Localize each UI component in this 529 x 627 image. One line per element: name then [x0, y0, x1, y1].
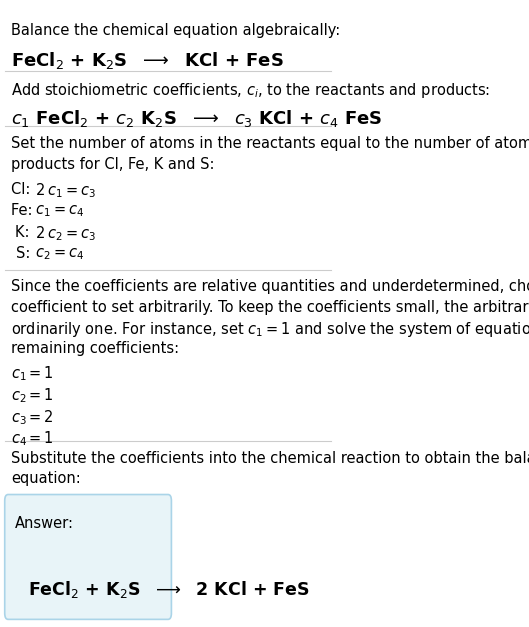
Text: Substitute the coefficients into the chemical reaction to obtain the balanced: Substitute the coefficients into the che… — [12, 451, 529, 466]
Text: FeCl$_2$ + K$_2$S  $\longrightarrow$  2 KCl + FeS: FeCl$_2$ + K$_2$S $\longrightarrow$ 2 KC… — [28, 579, 309, 600]
Text: coefficient to set arbitrarily. To keep the coefficients small, the arbitrary va: coefficient to set arbitrarily. To keep … — [12, 300, 529, 315]
Text: Answer:: Answer: — [15, 517, 74, 531]
Text: remaining coefficients:: remaining coefficients: — [12, 341, 179, 356]
Text: FeCl$_2$ + K$_2$S  $\longrightarrow$  KCl + FeS: FeCl$_2$ + K$_2$S $\longrightarrow$ KCl … — [12, 50, 284, 71]
Text: Add stoichiometric coefficients, $c_i$, to the reactants and products:: Add stoichiometric coefficients, $c_i$, … — [12, 82, 490, 100]
Text: $c_1 = 1$: $c_1 = 1$ — [12, 365, 54, 383]
Text: Fe:: Fe: — [12, 203, 38, 218]
Text: Since the coefficients are relative quantities and underdetermined, choose a: Since the coefficients are relative quan… — [12, 279, 529, 294]
Text: S:: S: — [16, 246, 35, 261]
Text: Set the number of atoms in the reactants equal to the number of atoms in the: Set the number of atoms in the reactants… — [12, 136, 529, 151]
Text: $2\,c_2 = c_3$: $2\,c_2 = c_3$ — [31, 225, 96, 243]
Text: $c_1 = c_4$: $c_1 = c_4$ — [31, 203, 85, 219]
FancyBboxPatch shape — [5, 495, 171, 619]
Text: $c_2 = 1$: $c_2 = 1$ — [12, 386, 54, 405]
Text: equation:: equation: — [12, 472, 81, 487]
Text: ordinarily one. For instance, set $c_1 = 1$ and solve the system of equations fo: ordinarily one. For instance, set $c_1 =… — [12, 320, 529, 339]
Text: $c_1$ FeCl$_2$ + $c_2$ K$_2$S  $\longrightarrow$  $c_3$ KCl + $c_4$ FeS: $c_1$ FeCl$_2$ + $c_2$ K$_2$S $\longrigh… — [12, 108, 383, 129]
Text: products for Cl, Fe, K and S:: products for Cl, Fe, K and S: — [12, 157, 215, 172]
Text: $c_2 = c_4$: $c_2 = c_4$ — [31, 246, 85, 262]
Text: $c_4 = 1$: $c_4 = 1$ — [12, 429, 54, 448]
Text: Cl:: Cl: — [12, 182, 35, 196]
Text: K:: K: — [15, 225, 34, 240]
Text: Balance the chemical equation algebraically:: Balance the chemical equation algebraica… — [12, 23, 341, 38]
Text: $c_3 = 2$: $c_3 = 2$ — [12, 408, 54, 426]
Text: $2\,c_1 = c_3$: $2\,c_1 = c_3$ — [31, 182, 96, 200]
